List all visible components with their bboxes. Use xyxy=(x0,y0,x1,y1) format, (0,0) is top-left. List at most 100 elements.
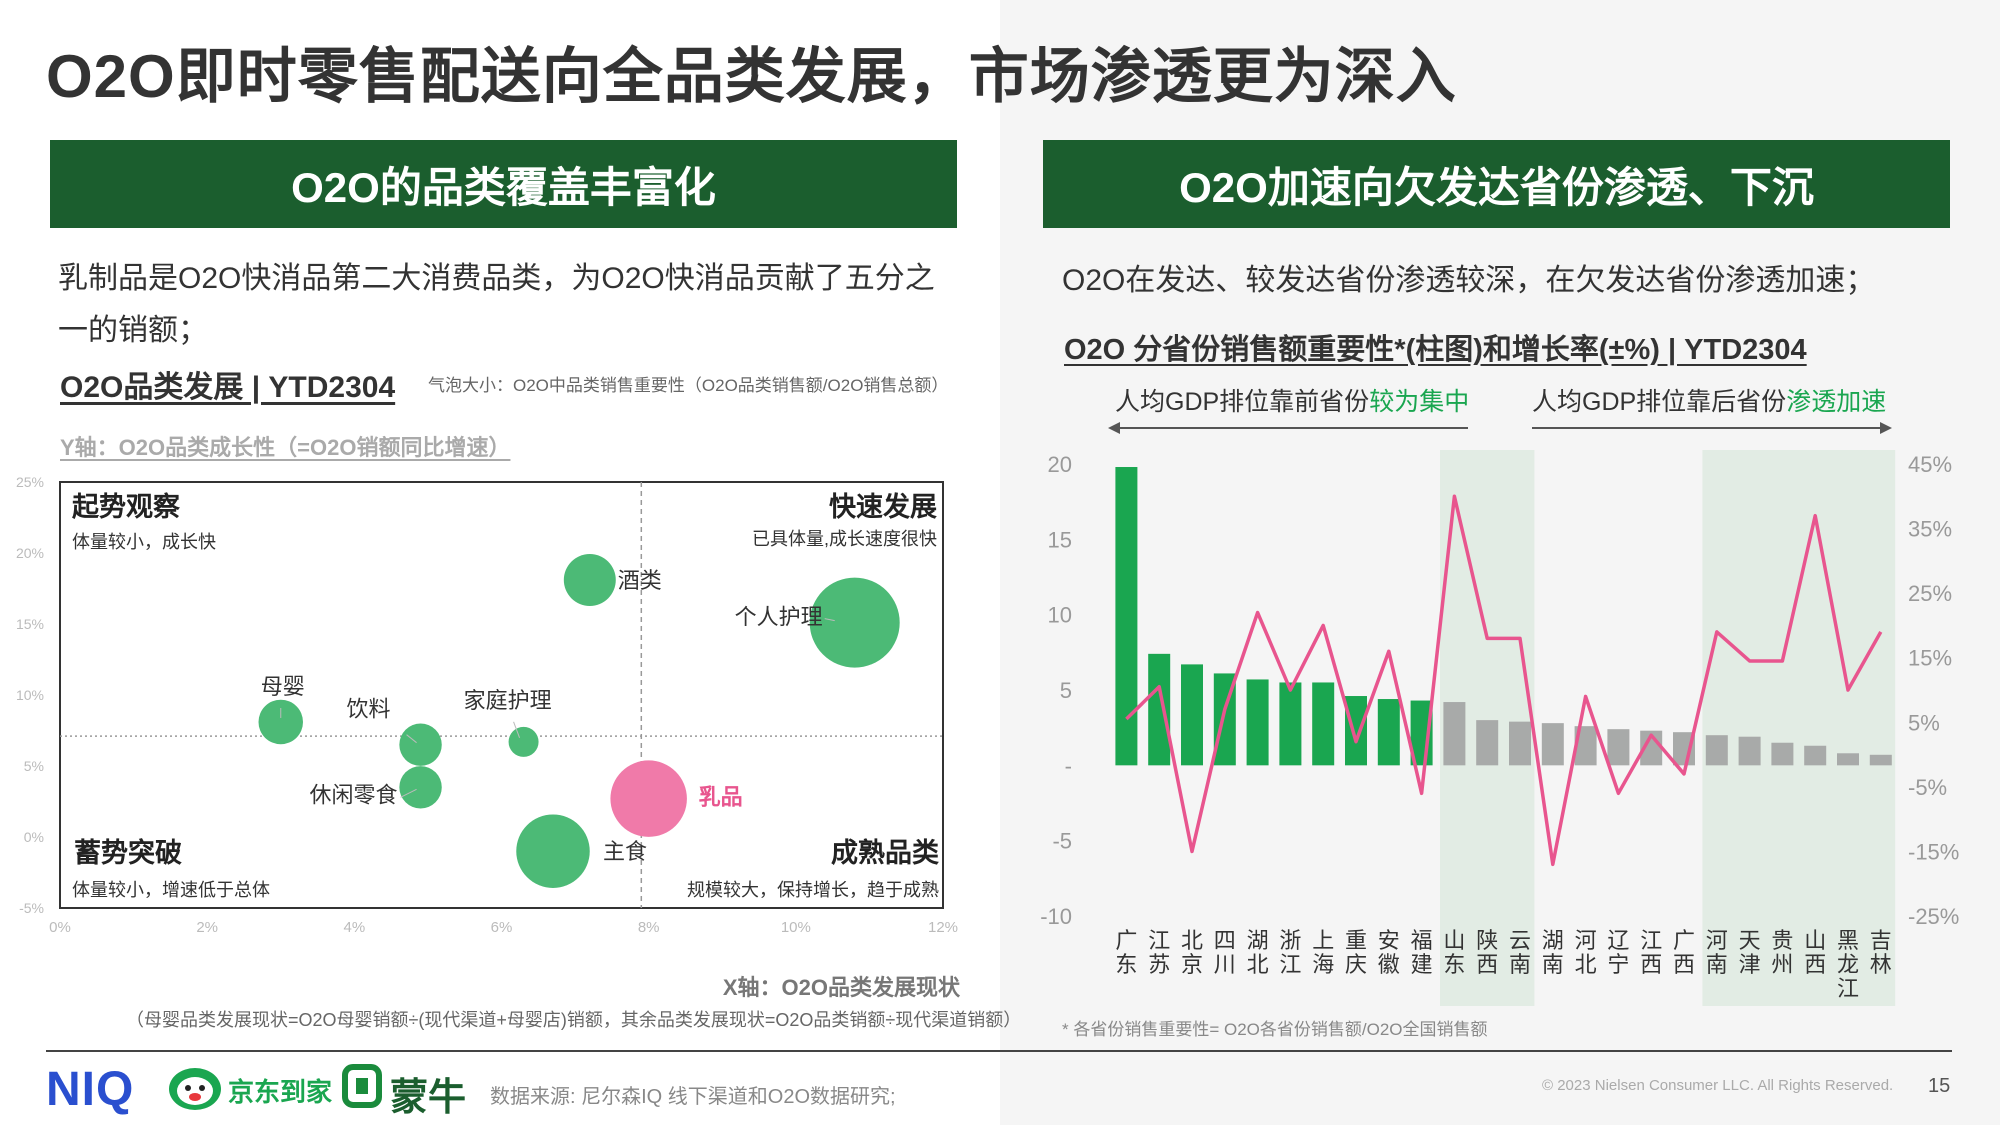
niq-logo: NIQ xyxy=(46,1063,135,1116)
category-label: 山西 xyxy=(1804,928,1826,977)
bar xyxy=(1246,679,1269,766)
quadrant-tl-title: 起势观察 xyxy=(72,491,181,522)
data-source: 数据来源: 尼尔森IQ 线下渠道和O2O数据研究; xyxy=(490,1086,896,1108)
category-label: 重庆 xyxy=(1345,928,1367,977)
bar xyxy=(1279,682,1302,766)
bar xyxy=(1443,702,1466,766)
bar xyxy=(1541,723,1564,766)
bubble-chart: 0% 2% 4% 6% 8% 10% 12% -5% 0% 5% 10% 15% 20% 25% 起势观察体… xyxy=(16,474,958,936)
category-label: 广西 xyxy=(1673,928,1695,977)
category-label: 湖南 xyxy=(1542,928,1564,977)
bubble-label: 个人护理 xyxy=(735,605,823,630)
quadrant-br-title: 成熟品类 xyxy=(831,837,939,868)
copyright: © 2023 Nielsen Consumer LLC. All Rights … xyxy=(1542,1077,1894,1094)
x-tick-label: 8% xyxy=(638,919,660,936)
y-tick-label: 10 xyxy=(1048,603,1072,628)
quadrant-tr-title: 快速发展 xyxy=(829,491,937,522)
category-label: 江苏 xyxy=(1148,928,1170,977)
arrow-left-head xyxy=(1108,422,1120,434)
bar xyxy=(1345,696,1367,766)
category-label: 福建 xyxy=(1411,928,1433,977)
bubble-label: 酒类 xyxy=(618,568,662,593)
category-label: 安徽 xyxy=(1378,928,1400,977)
category-label: 四川 xyxy=(1214,928,1236,977)
bubble xyxy=(399,766,442,809)
y2-tick-label: 25% xyxy=(1908,581,1952,606)
jd-mascot-icon xyxy=(169,1068,221,1110)
y2-tick-label: 35% xyxy=(1908,517,1952,542)
category-label: 黑龙江 xyxy=(1837,928,1859,1001)
y2-tick-label: -25% xyxy=(1908,904,1959,929)
quadrant-br-sub: 规模较大，保持增长，趋于成熟 xyxy=(687,880,939,900)
bar xyxy=(1869,754,1892,766)
arrow-right-head xyxy=(1880,422,1892,434)
category-label: 河南 xyxy=(1706,928,1728,977)
bubble-label: 母婴 xyxy=(261,674,305,699)
x-axis-title: X轴：O2O品类发展现状 xyxy=(722,975,960,1000)
right-banner: O2O加速向欠发达省份渗透、下沉 xyxy=(1043,140,1950,228)
growth-rate-line xyxy=(1125,494,1883,867)
y-tick-label: 20% xyxy=(16,545,44,561)
category-label: 天津 xyxy=(1739,928,1761,977)
y-tick-label: 5% xyxy=(24,758,44,774)
quadrant-bl-sub: 体量较小，增速低于总体 xyxy=(72,880,270,900)
y-tick-label: 0% xyxy=(24,829,44,845)
bubble-label: 家庭护理 xyxy=(464,688,552,713)
y2-tick-label: -15% xyxy=(1908,839,1959,864)
x-tick-label: 12% xyxy=(928,919,958,936)
bar xyxy=(1509,721,1531,766)
mengniu-logo: 蒙牛 xyxy=(390,1077,467,1119)
bubble xyxy=(563,553,616,606)
category-label: 广东 xyxy=(1115,928,1137,977)
y-tick-label: -5 xyxy=(1052,829,1072,854)
bubble xyxy=(258,699,303,745)
quadrant-tr-sub: 已具体量,成长速度很快 xyxy=(752,529,937,549)
bubble-leader-line xyxy=(406,734,417,744)
highlight-band xyxy=(1702,450,1896,1006)
y2-tick-label: 15% xyxy=(1908,646,1952,671)
quadrant-tl-sub: 体量较小，成长快 xyxy=(72,532,216,552)
bubble xyxy=(399,723,442,766)
bubble-label: 乳品 xyxy=(699,785,743,810)
x-tick-label: 2% xyxy=(196,919,218,936)
bubble xyxy=(516,814,590,888)
bar xyxy=(1148,653,1171,766)
bar xyxy=(1705,735,1728,766)
category-label: 吉林 xyxy=(1870,928,1892,977)
bar xyxy=(1738,736,1761,766)
bubble-leader-line xyxy=(513,721,521,739)
y-tick-label: 25% xyxy=(16,474,44,490)
bubble-size-note: 气泡大小：O2O中品类销售重要性（O2O品类销售额/O2O销售总额） xyxy=(428,376,949,395)
bubble xyxy=(809,577,900,668)
left-chart-subtitle: O2O品类发展 | YTD2304 xyxy=(60,371,396,404)
left-banner: O2O的品类覆盖丰富化 xyxy=(50,140,957,228)
bubble-label: 饮料 xyxy=(347,697,391,722)
bar xyxy=(1837,753,1859,766)
x-axis-note: （母婴品类发展现状=O2O母婴销额÷(现代渠道+母婴店)销额，其余品类发展现状=… xyxy=(126,1010,1022,1030)
bubble xyxy=(610,760,687,837)
bar xyxy=(1312,682,1335,766)
category-label: 贵州 xyxy=(1771,928,1793,977)
right-chart-subtitle: O2O 分省份销售额重要性*(柱图)和增长率(±%) | YTD2304 xyxy=(1064,334,1807,366)
arrow-right-label: 人均GDP排位靠后省份渗透加速 xyxy=(1532,388,1887,416)
page-number: 15 xyxy=(1928,1075,1951,1097)
bubble-leader-line xyxy=(400,788,417,798)
bar xyxy=(1476,720,1499,766)
y-tick-label: - xyxy=(1065,753,1072,778)
category-label: 辽宁 xyxy=(1607,928,1629,977)
bubble-label: 休闲零食 xyxy=(310,782,398,807)
category-label: 浙江 xyxy=(1279,928,1301,977)
category-label: 湖北 xyxy=(1247,928,1269,977)
bar xyxy=(1771,742,1794,766)
bubble-leader-line xyxy=(824,618,835,622)
y-tick-label: -5% xyxy=(19,900,44,916)
y-axis-title: Y轴：O2O品类成长性（=O2O销额同比增速） xyxy=(60,435,511,460)
x-tick-label: 4% xyxy=(343,919,365,936)
mengniu-mark-icon xyxy=(342,1064,382,1108)
category-label: 北京 xyxy=(1181,928,1203,977)
x-tick-label: 10% xyxy=(781,919,811,936)
y-tick-label: 15% xyxy=(16,616,44,632)
category-label: 陕西 xyxy=(1476,928,1498,977)
importance-footnote: * 各省份销售重要性= O2O各省份销售额/O2O全国销售额 xyxy=(1062,1020,1488,1039)
bar xyxy=(1607,729,1630,766)
